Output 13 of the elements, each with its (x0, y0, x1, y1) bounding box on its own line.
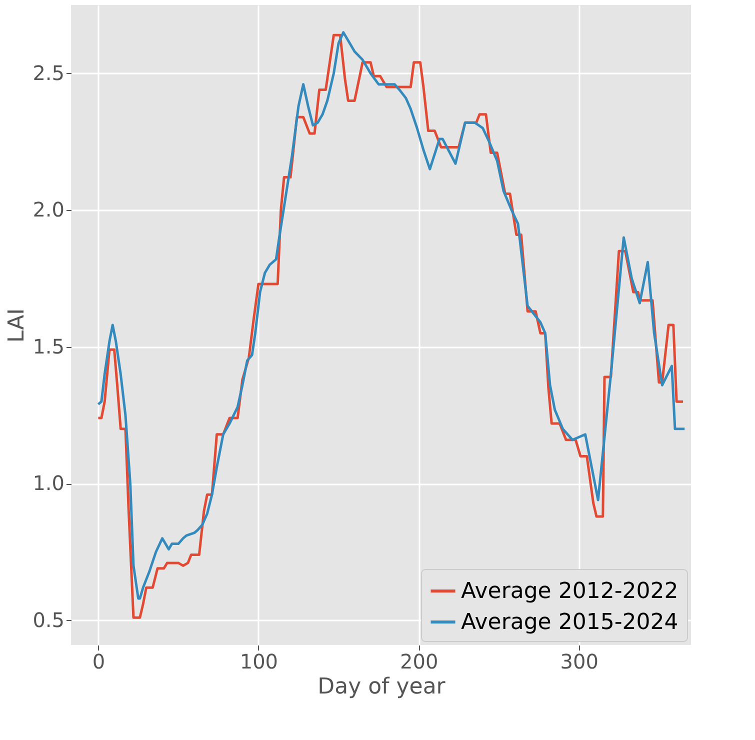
y-tick-label: 1.0 (32, 471, 64, 496)
x-tick-label: 0 (92, 650, 106, 674)
x-tick-label: 100 (240, 650, 278, 674)
y-tick-label: 2.5 (32, 60, 64, 85)
y-axis-title: LAI (4, 308, 30, 343)
legend-label: Average 2015-2024 (461, 610, 678, 635)
x-tick-label: 200 (400, 650, 438, 674)
x-tick-label: 300 (560, 650, 598, 674)
y-tick-label: 2.0 (32, 198, 64, 222)
y-tick-label: 0.5 (32, 608, 64, 632)
x-axis-title: Day of year (318, 674, 446, 700)
y-tick-label: 1.5 (32, 334, 64, 358)
legend-label: Average 2012-2022 (461, 579, 678, 604)
